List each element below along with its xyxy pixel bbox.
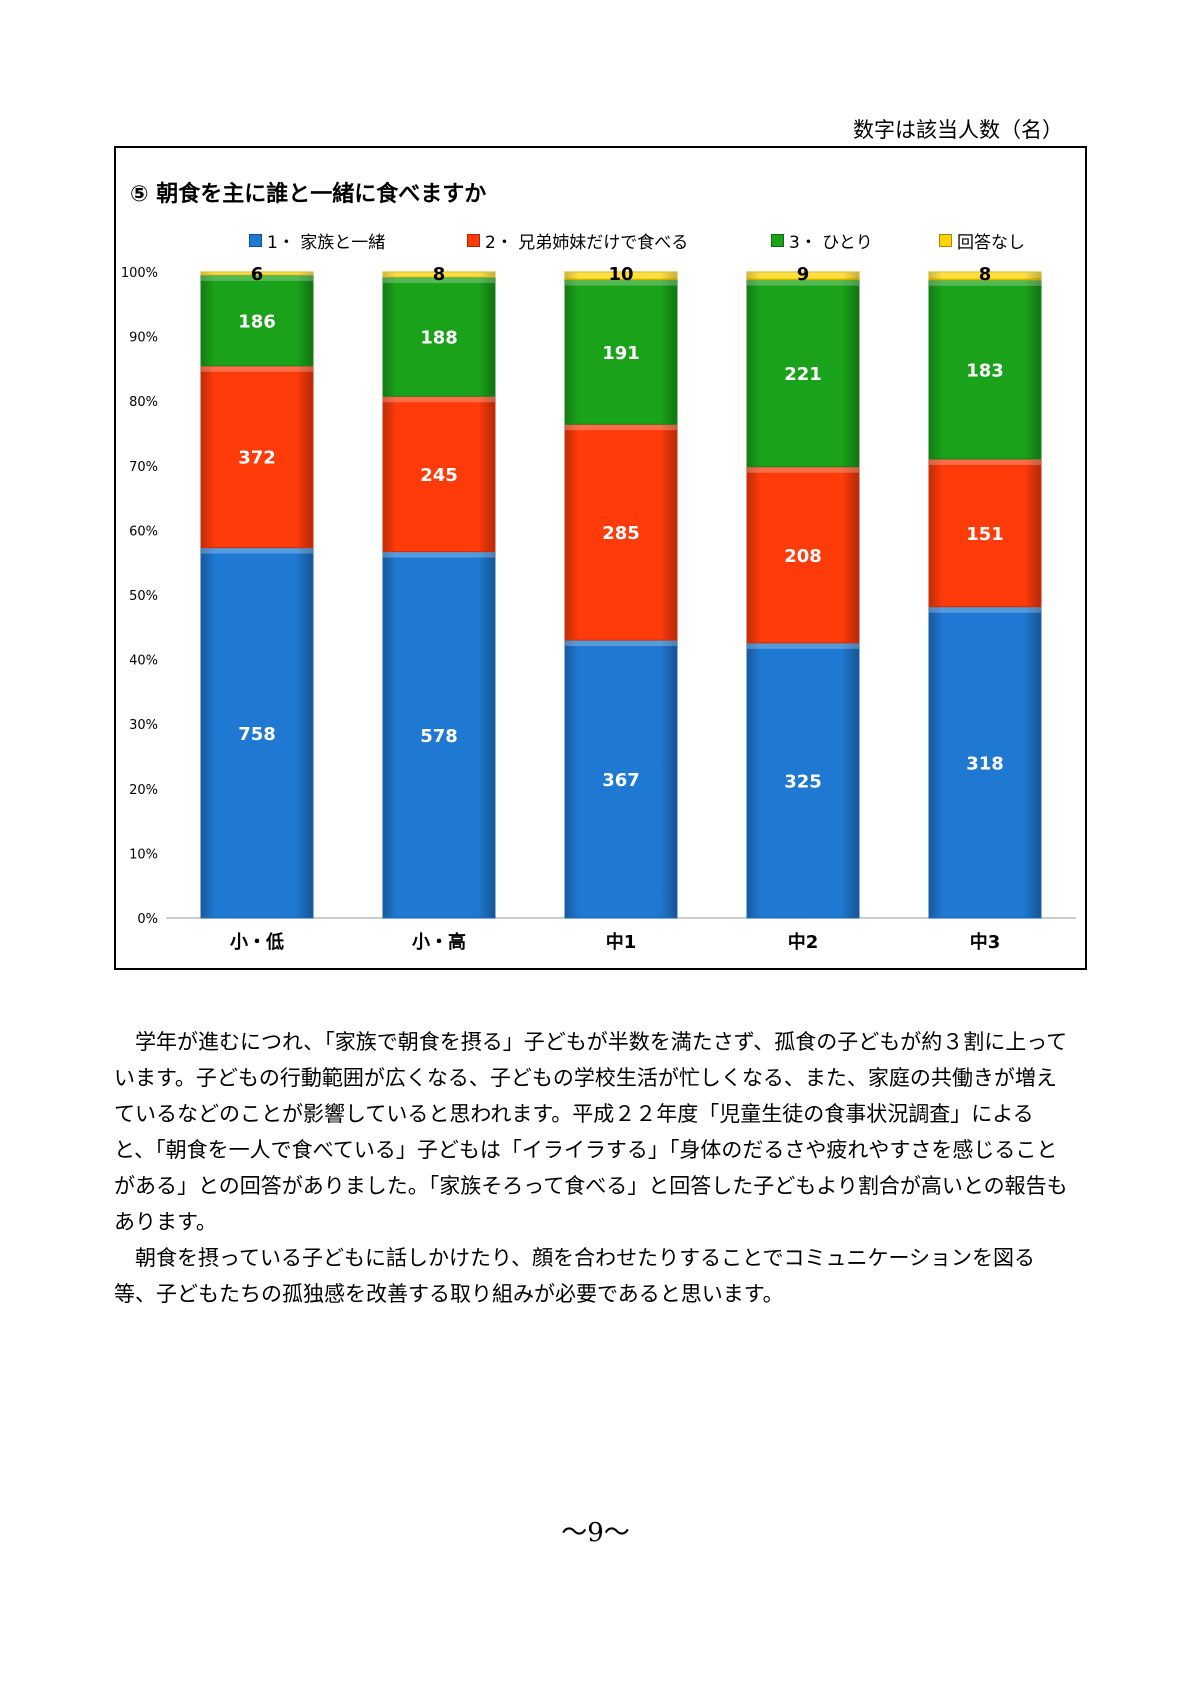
data-label: 367 — [602, 770, 640, 791]
x-tick-label: 中3 — [970, 931, 1001, 953]
data-label: 188 — [420, 328, 458, 349]
y-tick-label: 20% — [129, 783, 158, 798]
x-tick-label: 小・高 — [412, 931, 466, 953]
bar-segment — [746, 642, 860, 919]
bar-segment — [382, 271, 496, 278]
y-tick-label: 50% — [129, 589, 158, 604]
bar-highlight — [747, 272, 859, 278]
bar-highlight — [383, 277, 495, 284]
bar-highlight — [201, 547, 313, 554]
bar-highlight — [929, 458, 1041, 465]
data-label: 9 — [797, 264, 810, 285]
bar-segment — [564, 423, 678, 641]
y-tick-label: 60% — [129, 524, 158, 539]
data-label: 186 — [238, 311, 276, 332]
y-tick-label: 0% — [137, 912, 158, 927]
bar-segment — [746, 466, 860, 644]
bar-segment — [200, 274, 314, 367]
bar-highlight — [201, 365, 313, 372]
data-label: 208 — [784, 546, 822, 567]
bar-segment — [746, 279, 860, 468]
page-number: ～9～ — [561, 1518, 630, 1548]
bar-segment — [564, 639, 678, 919]
bar-segment — [200, 271, 314, 276]
bar-highlight — [383, 396, 495, 403]
bar-segment — [928, 271, 1042, 281]
legend-swatch-siblings — [467, 234, 480, 247]
data-label: 758 — [238, 724, 276, 745]
data-label: 6 — [251, 264, 264, 285]
x-tick-label: 中2 — [788, 931, 819, 953]
y-tick-label: 10% — [129, 847, 158, 862]
bar-segment — [200, 365, 314, 549]
legend-item-alone: 3・ ひとり — [771, 228, 873, 253]
bar-highlight — [565, 424, 677, 431]
bar-segment — [928, 606, 1042, 919]
data-label: 151 — [966, 524, 1004, 545]
bar-highlight — [383, 272, 495, 278]
stacked-bar-chart: 0% 10% 20% 30% 40% 50% 60% 70% 80% 90% 100% 758 372 1… — [121, 264, 1076, 953]
legend-swatch-alone — [771, 234, 784, 247]
chart-frame: ⑤ 朝食を主に誰と一緒に食べますか 1・ 家族と一緒 2・ 兄弟姉妹だけで食べる… — [114, 146, 1087, 970]
body-text: 学年が進むにつれ、「家族で朝食を摂る」子どもが半数を満たさず、孤食の子どもが約３… — [114, 1024, 1074, 1312]
chart-legend: 1・ 家族と一緒 2・ 兄弟姉妹だけで食べる 3・ ひとり 回答なし — [116, 228, 1085, 253]
legend-label-family: 1・ 家族と一緒 — [267, 233, 386, 253]
legend-item-no-answer: 回答なし — [939, 228, 1025, 253]
bar-segment — [746, 271, 860, 281]
bar-highlight — [565, 279, 677, 286]
bar-highlight — [929, 606, 1041, 613]
bar-segment — [928, 279, 1042, 460]
bar-segment — [928, 458, 1042, 608]
bar-highlight — [929, 279, 1041, 286]
data-label: 318 — [966, 753, 1004, 774]
y-tick-label: 70% — [129, 460, 158, 475]
data-label: 325 — [784, 771, 822, 792]
bar-segment — [564, 271, 678, 281]
data-label: 8 — [979, 264, 992, 285]
legend-label-no-answer: 回答なし — [957, 233, 1025, 253]
x-tick-label: 小・低 — [230, 931, 284, 953]
y-tick-label: 80% — [129, 395, 158, 410]
bar-highlight — [565, 640, 677, 647]
legend-label-alone: 3・ ひとり — [789, 233, 873, 253]
y-tick-label: 40% — [129, 654, 158, 669]
data-label: 183 — [966, 360, 1004, 381]
bar-segment — [564, 279, 678, 425]
data-label: 372 — [238, 448, 276, 469]
chart-title: ⑤ 朝食を主に誰と一緒に食べますか — [130, 182, 487, 207]
y-tick-label: 100% — [121, 266, 158, 281]
bar-highlight — [747, 642, 859, 649]
legend-item-siblings: 2・ 兄弟姉妹だけで食べる — [467, 228, 688, 253]
legend-swatch-family — [249, 234, 262, 247]
data-label: 10 — [608, 264, 633, 285]
data-label: 285 — [602, 523, 640, 544]
bar-segment — [200, 547, 314, 919]
bar-highlight — [201, 274, 313, 281]
legend-swatch-no-answer — [939, 234, 952, 247]
data-label: 578 — [420, 726, 458, 747]
bar-highlight — [383, 551, 495, 558]
bar-highlight — [929, 272, 1041, 278]
y-tick-label: 30% — [129, 718, 158, 733]
data-label: 8 — [433, 264, 446, 285]
paragraph-1: 学年が進むにつれ、「家族で朝食を摂る」子どもが半数を満たさず、孤食の子どもが約３… — [114, 1030, 1068, 1234]
bar-highlight — [747, 279, 859, 286]
paragraph-2: 朝食を摂っている子どもに話しかけたり、顔を合わせたりすることでコミュニケーション… — [114, 1246, 1036, 1306]
y-tick-label: 90% — [129, 331, 158, 346]
legend-label-siblings: 2・ 兄弟姉妹だけで食べる — [485, 233, 689, 253]
legend-item-family: 1・ 家族と一緒 — [249, 228, 385, 253]
data-label: 221 — [784, 364, 822, 385]
x-tick-label: 中1 — [606, 931, 637, 953]
bar-highlight — [747, 466, 859, 473]
bar-segment — [382, 551, 496, 919]
bar-highlight — [201, 272, 313, 275]
unit-note: 数字は該当人数（名） — [853, 118, 1063, 142]
bar-segment — [382, 395, 496, 553]
bar-highlight — [565, 272, 677, 278]
data-label: 191 — [602, 343, 640, 364]
data-label: 245 — [420, 465, 458, 486]
